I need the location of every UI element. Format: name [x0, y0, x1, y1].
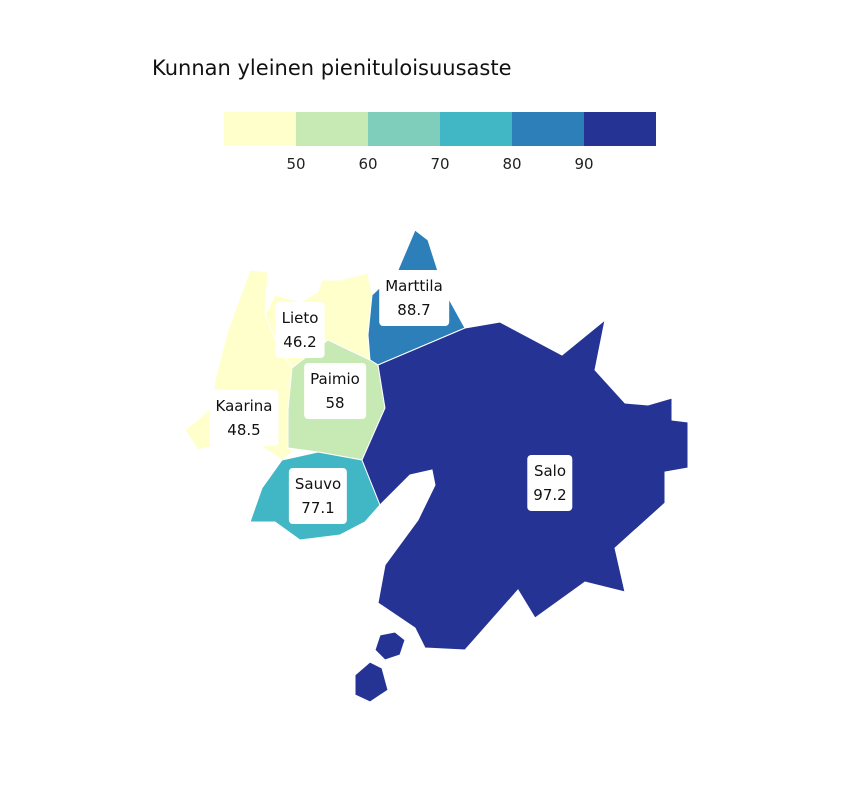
- label-sauvo-name: Sauvo: [294, 475, 342, 493]
- label-paimio: Paimio 58: [304, 363, 366, 419]
- label-lieto-name: Lieto: [281, 309, 319, 327]
- legend-swatch-2: [296, 112, 368, 146]
- label-salo: Salo 97.2: [527, 455, 573, 511]
- label-sauvo-value: 77.1: [301, 499, 335, 517]
- label-marttila: Marttila 88.7: [379, 270, 449, 326]
- legend-tick-60: 60: [358, 155, 378, 173]
- label-salo-value: 97.2: [533, 486, 567, 504]
- legend-swatch-4: [440, 112, 512, 146]
- legend-swatch-5: [512, 112, 584, 146]
- color-legend: [224, 112, 656, 146]
- region-salo[interactable]: [361, 318, 689, 651]
- label-paimio-name: Paimio: [310, 370, 360, 388]
- label-sauvo: Sauvo 77.1: [288, 468, 348, 524]
- legend-tick-80: 80: [502, 155, 522, 173]
- label-kaarina: Kaarina 48.5: [209, 390, 279, 446]
- legend-tick-90: 90: [574, 155, 594, 173]
- label-kaarina-name: Kaarina: [215, 397, 273, 415]
- legend-swatch-6: [584, 112, 656, 146]
- label-kaarina-value: 48.5: [227, 421, 261, 439]
- legend-swatch-1: [224, 112, 296, 146]
- label-lieto-value: 46.2: [283, 333, 317, 351]
- label-marttila-value: 88.7: [397, 301, 431, 319]
- region-salo-island-1: [374, 631, 406, 661]
- label-salo-name: Salo: [533, 462, 567, 480]
- map-title: Kunnan yleinen pienituloisuusaste: [152, 56, 512, 80]
- label-paimio-value: 58: [325, 394, 345, 412]
- label-marttila-name: Marttila: [385, 277, 443, 295]
- legend-swatch-3: [368, 112, 440, 146]
- legend-tick-70: 70: [430, 155, 450, 173]
- legend-tick-50: 50: [286, 155, 306, 173]
- label-lieto: Lieto 46.2: [275, 302, 325, 358]
- region-salo-island-2: [354, 661, 389, 703]
